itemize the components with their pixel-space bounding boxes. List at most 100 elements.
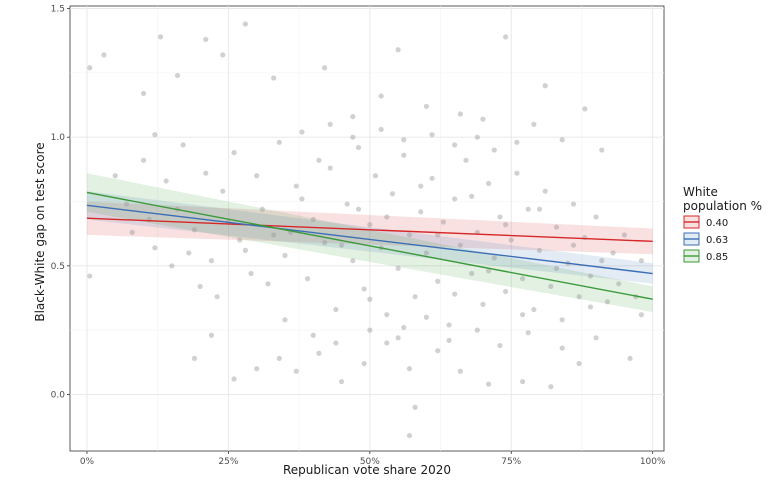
legend-label-0.40: 0.40: [706, 218, 728, 229]
data-point: [536, 206, 543, 212]
y-tick-label: 0.0: [51, 390, 66, 400]
grid-lines: [70, 6, 664, 451]
data-point: [491, 255, 497, 261]
data-point: [559, 137, 565, 143]
data-point: [231, 376, 237, 382]
data-point: [372, 173, 379, 179]
data-point: [254, 173, 260, 179]
data-point: [208, 258, 215, 264]
data-point: [327, 121, 333, 127]
y-axis-title: Black-White gap on test score: [33, 142, 47, 321]
data-point: [570, 201, 577, 207]
data-point: [486, 180, 492, 187]
data-point: [378, 126, 384, 133]
data-point: [412, 294, 418, 300]
x-tick-label: 50%: [360, 457, 380, 467]
data-point: [367, 296, 373, 302]
data-point: [480, 301, 486, 307]
data-point: [457, 242, 463, 248]
data-point: [293, 368, 299, 374]
y-tick-label: 1.5: [51, 5, 65, 15]
data-point: [316, 157, 322, 163]
data-point: [559, 345, 565, 351]
data-point: [435, 348, 441, 354]
data-point: [271, 75, 277, 81]
data-point: [440, 219, 446, 225]
data-point: [333, 306, 339, 313]
data-point: [384, 340, 390, 346]
data-point: [327, 165, 333, 171]
data-point: [480, 116, 486, 122]
data-point: [457, 368, 463, 374]
data-point: [282, 252, 288, 259]
data-point: [525, 206, 531, 212]
data-point: [548, 283, 554, 289]
data-point: [418, 209, 424, 215]
data-point: [474, 134, 480, 140]
data-point: [87, 273, 93, 279]
x-axis-title: Republican vote share 2020: [283, 463, 451, 477]
data-point: [203, 170, 209, 176]
data-point: [452, 291, 458, 297]
data-point: [418, 183, 424, 189]
regression-line-0.85: [86, 191, 653, 300]
data-point: [401, 324, 407, 331]
data-point: [446, 322, 452, 328]
data-point: [531, 306, 537, 313]
data-point: [384, 214, 390, 220]
data-point: [242, 21, 248, 27]
data-point: [486, 268, 492, 274]
data-point: [593, 214, 599, 220]
data-point: [140, 157, 147, 163]
data-point: [208, 332, 215, 338]
data-point: [220, 188, 226, 194]
data-point: [503, 34, 509, 40]
x-tick-label: 100%: [640, 457, 666, 467]
data-point: [140, 90, 147, 97]
legend: White population % 0.40 0.63 0.85: [683, 185, 762, 263]
plot-panel: [69, 5, 665, 452]
data-point: [519, 378, 526, 385]
confidence-bands: [86, 173, 653, 313]
data-point: [174, 72, 181, 79]
x-tick-label: 0%: [80, 457, 95, 467]
data-point: [412, 404, 418, 410]
data-point: [593, 335, 599, 341]
data-point: [576, 360, 582, 367]
data-point: [350, 114, 356, 120]
y-axis-ticks: 0.0 0.5 1.0 1.5: [51, 5, 70, 400]
y-tick-label: 0.5: [51, 262, 65, 272]
data-point: [231, 150, 237, 156]
data-point: [367, 222, 373, 228]
data-point: [542, 83, 548, 89]
y-tick-label: 1.0: [51, 133, 66, 143]
data-point: [389, 191, 396, 197]
data-point: [197, 283, 203, 289]
data-point: [152, 132, 158, 138]
data-point: [276, 139, 282, 145]
data-point: [203, 36, 209, 43]
data-point: [486, 381, 492, 387]
data-point: [395, 335, 401, 341]
data-point: [191, 355, 198, 361]
data-point: [276, 355, 282, 361]
data-point: [271, 232, 277, 238]
legend-title-line-1: White: [683, 185, 718, 199]
data-point: [237, 237, 243, 243]
data-point: [469, 270, 475, 277]
data-point: [406, 366, 413, 372]
data-point: [423, 103, 429, 109]
data-point: [548, 384, 554, 390]
x-tick-label: 75%: [501, 457, 521, 467]
data-point: [310, 332, 316, 338]
data-point: [282, 317, 288, 323]
data-point: [321, 65, 328, 71]
data-point: [587, 304, 594, 310]
data-point: [157, 34, 164, 40]
data-point: [503, 222, 509, 228]
data-point: [525, 330, 531, 336]
regression-lines: [86, 191, 653, 300]
data-point: [553, 265, 560, 271]
data-point: [299, 196, 305, 202]
